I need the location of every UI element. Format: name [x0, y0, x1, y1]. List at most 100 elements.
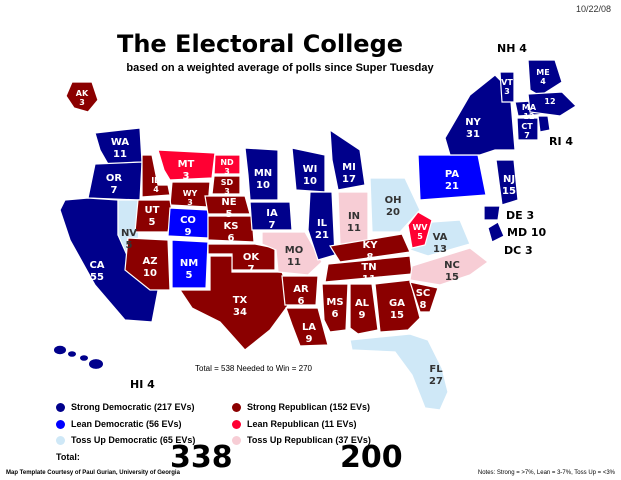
- state-ev-or: 7: [111, 185, 118, 196]
- state-region-0: [527, 91, 577, 117]
- state-label-wv: WV: [412, 223, 428, 232]
- hawaii-island: [54, 345, 66, 355]
- state-nm: [171, 239, 209, 289]
- callout-hi: HI 4: [130, 378, 155, 391]
- state-label-nm: NM: [180, 258, 198, 269]
- state-ev-az: 10: [143, 268, 157, 279]
- state-nj: [495, 159, 519, 206]
- state-label-ny: NY: [465, 117, 481, 128]
- state-id: [141, 154, 171, 198]
- legend-label: Toss Up Democratic (65 EVs): [71, 435, 196, 445]
- state-wv: [407, 211, 433, 249]
- state-label-wa: WA: [111, 137, 130, 148]
- state-label-vt: VT: [501, 78, 513, 87]
- state-ev-wi: 10: [303, 176, 317, 187]
- state-region-2: [483, 205, 501, 221]
- state-ct: [516, 117, 539, 141]
- state-ar: [281, 275, 319, 306]
- state-ev-ar: 6: [298, 296, 305, 307]
- state-label-ut: UT: [145, 205, 160, 216]
- state-label-tn: TN: [361, 262, 376, 273]
- legend-swatch: [56, 419, 65, 429]
- state-ev-ct: 7: [524, 131, 530, 140]
- state-sd: [211, 175, 241, 195]
- map-notes: Notes: Strong = >7%, Lean = 3-7%, Toss U…: [477, 470, 615, 476]
- state-ev-mi: 17: [342, 174, 356, 185]
- state-ev-vt: 3: [504, 87, 510, 96]
- legend-label: Lean Republican (11 EVs): [247, 419, 357, 429]
- state-region-1: [537, 115, 551, 133]
- legend-item-strong-rep: Strong Republican (152 EVs): [232, 402, 370, 412]
- state-ev-extra: 12: [544, 97, 555, 106]
- callout-de: DE 3: [506, 209, 534, 222]
- legend-swatch: [56, 435, 65, 445]
- legend-swatch: [56, 402, 65, 412]
- state-label-ne: NE: [221, 197, 236, 208]
- state-ev-wa: 11: [113, 149, 127, 160]
- state-label-va: VA: [433, 232, 448, 243]
- state-region-3: [487, 221, 505, 243]
- state-ev-id: 4: [153, 185, 159, 194]
- state-label-sc: SC: [416, 288, 431, 299]
- callout-nh: NH 4: [497, 42, 527, 55]
- callout-md: MD 10: [507, 226, 547, 239]
- state-ev-ma: 12: [523, 112, 534, 121]
- legend-swatch: [232, 419, 241, 429]
- state-label-al: AL: [355, 298, 370, 309]
- state-label-mn: MN: [254, 168, 272, 179]
- state-ev-va: 13: [433, 244, 447, 255]
- state-label-ak: AK: [76, 89, 89, 98]
- state-ev-ok: 7: [248, 264, 255, 275]
- map-subtitle: based on a weighted average of polls sin…: [126, 62, 434, 74]
- state-sc: [409, 281, 439, 313]
- state-ev-nv: 5: [126, 240, 133, 251]
- dem-total: 338: [170, 440, 233, 475]
- state-label-mt: MT: [178, 159, 195, 170]
- state-label-la: LA: [302, 322, 316, 333]
- state-mi: [329, 128, 366, 191]
- legend-item-strong-dem: Strong Democratic (217 EVs): [56, 402, 195, 412]
- state-ga: [374, 279, 421, 333]
- legend-swatch: [232, 435, 241, 445]
- state-ev-ms: 6: [332, 309, 339, 320]
- state-ev-ne: 5: [226, 209, 233, 220]
- state-ks: [207, 215, 255, 243]
- state-label-tx: TX: [233, 295, 248, 306]
- state-label-nj: NJ: [503, 174, 515, 185]
- state-label-nv: NV: [121, 228, 137, 239]
- state-label-az: AZ: [143, 256, 158, 267]
- state-nd: [213, 154, 241, 175]
- state-label-ga: GA: [389, 298, 405, 309]
- state-il: [307, 191, 336, 261]
- legend-label: Toss Up Republican (37 EVs): [247, 435, 371, 445]
- legend-item-tossup-dem: Toss Up Democratic (65 EVs): [56, 435, 195, 445]
- date-stamp: 10/22/08: [575, 4, 611, 14]
- state-ev-mo: 11: [287, 257, 301, 268]
- state-ev-fl: 27: [429, 376, 443, 387]
- state-label-ct: CT: [521, 122, 533, 131]
- state-ev-tn: 11: [362, 274, 376, 285]
- state-nc: [409, 247, 490, 286]
- state-ev-ia: 7: [269, 220, 276, 231]
- state-ev-mt: 3: [183, 171, 190, 182]
- state-fl: [349, 333, 449, 411]
- hawaii-island: [89, 359, 103, 369]
- callout-dc: DC 3: [504, 244, 533, 257]
- state-ev-me: 4: [540, 77, 546, 86]
- state-ev-nj: 15: [502, 186, 516, 197]
- state-ev-ca: 55: [90, 272, 104, 283]
- state-label-in: IN: [348, 211, 360, 222]
- hawaii-island: [80, 355, 88, 361]
- state-ev-ak: 3: [79, 98, 85, 107]
- state-ev-co: 9: [185, 227, 192, 238]
- state-ev-nd: 3: [224, 167, 230, 176]
- total-label: Total:: [56, 452, 80, 462]
- state-label-wy: WY: [183, 189, 198, 198]
- state-label-ia: IA: [266, 208, 278, 219]
- state-ny: [444, 74, 516, 156]
- callout-ri: RI 4: [549, 135, 573, 148]
- state-ev-wy: 3: [187, 198, 193, 207]
- state-al: [349, 283, 379, 335]
- state-label-nd: ND: [220, 158, 234, 167]
